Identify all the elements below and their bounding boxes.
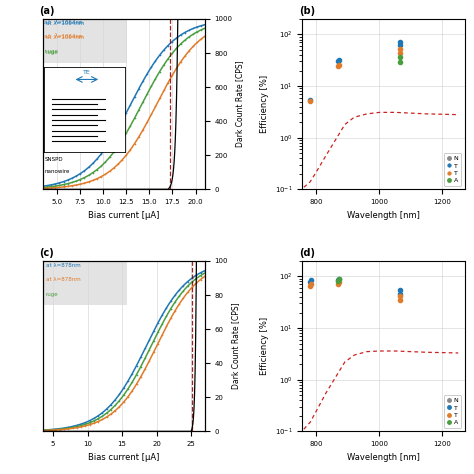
- Text: SNSPD: SNSPD: [44, 157, 63, 162]
- Legend: N, T, T, A: N, T, T, A: [444, 395, 461, 428]
- FancyBboxPatch shape: [43, 19, 127, 63]
- Text: (d): (d): [299, 247, 315, 257]
- Text: ruge: ruge: [46, 50, 58, 55]
- X-axis label: Bias current [μA]: Bias current [μA]: [88, 210, 159, 219]
- FancyBboxPatch shape: [43, 261, 127, 305]
- Text: at λ=1064nm: at λ=1064nm: [44, 20, 83, 25]
- Text: at λ=1064nm: at λ=1064nm: [46, 35, 84, 40]
- Y-axis label: Dark Count Rate [CPS]: Dark Count Rate [CPS]: [231, 303, 240, 390]
- Text: ruge: ruge: [46, 292, 58, 297]
- Text: at λ=878nm: at λ=878nm: [46, 277, 81, 282]
- Text: nanowire: nanowire: [44, 169, 70, 174]
- Y-axis label: Dark Count Rate [CPS]: Dark Count Rate [CPS]: [236, 61, 245, 147]
- Text: (c): (c): [39, 247, 54, 257]
- Legend: N, T, T, A: N, T, T, A: [444, 153, 461, 186]
- Text: ruge: ruge: [44, 49, 58, 54]
- Text: at λ=878nm: at λ=878nm: [46, 263, 81, 268]
- Text: at λ=1064nm: at λ=1064nm: [44, 34, 83, 39]
- Text: (a): (a): [39, 6, 55, 16]
- X-axis label: Bias current [μA]: Bias current [μA]: [88, 453, 159, 462]
- Y-axis label: Efficiency [%]: Efficiency [%]: [260, 317, 269, 375]
- Text: (b): (b): [299, 6, 315, 16]
- Y-axis label: Efficiency [%]: Efficiency [%]: [260, 75, 269, 133]
- Text: at λ=1064nm: at λ=1064nm: [46, 21, 84, 26]
- X-axis label: Wavelength [nm]: Wavelength [nm]: [347, 210, 420, 219]
- X-axis label: Wavelength [nm]: Wavelength [nm]: [347, 453, 420, 462]
